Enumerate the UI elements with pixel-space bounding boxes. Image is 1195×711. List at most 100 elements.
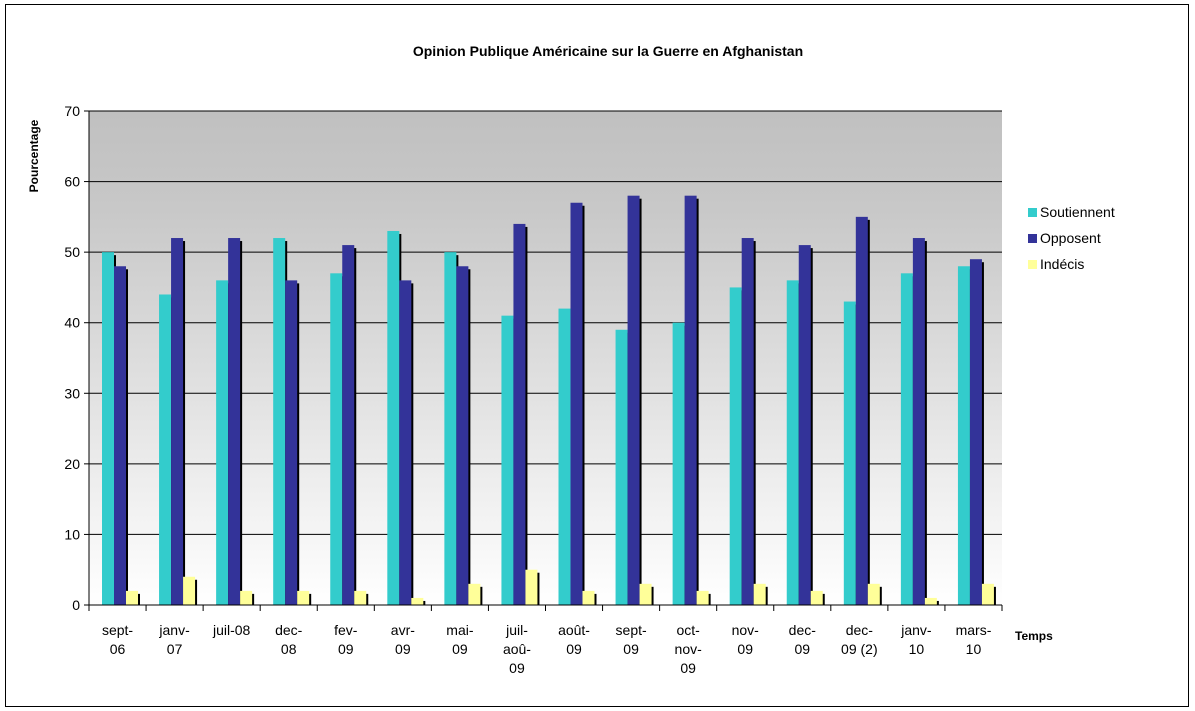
bar-indécis	[753, 583, 766, 605]
bar-indécis	[981, 583, 994, 605]
bar-soutiennent	[444, 252, 457, 605]
y-tick-label: 0	[72, 597, 80, 613]
bar-opposent	[912, 238, 925, 605]
bar-shadow	[809, 248, 813, 606]
bar-shadow	[638, 198, 642, 605]
bar-shadow	[866, 219, 870, 605]
x-tick-label: dec-	[846, 622, 874, 638]
bar-shadow	[251, 593, 255, 605]
bar-opposent	[570, 202, 583, 605]
x-tick-label: 09	[680, 660, 696, 676]
bar-indécis	[696, 590, 709, 605]
bar-indécis	[468, 583, 481, 605]
x-tick-label: sept-	[102, 622, 133, 638]
x-tick-label: janv-	[158, 622, 190, 638]
bar-opposent	[855, 216, 868, 605]
bar-shadow	[194, 579, 198, 605]
bar-shadow	[650, 586, 654, 605]
bar-shadow	[239, 241, 243, 605]
bar-soutiennent	[216, 280, 229, 605]
bar-shadow	[422, 600, 426, 605]
x-tick-label: oct-	[676, 622, 700, 638]
x-tick-label: mai-	[446, 622, 474, 638]
y-tick-label: 50	[64, 244, 80, 260]
bar-shadow	[296, 283, 300, 605]
x-tick-label: fev-	[334, 622, 358, 638]
legend-swatch	[1028, 208, 1037, 217]
x-tick-label: avr-	[391, 622, 415, 638]
bar-shadow	[410, 283, 414, 605]
bar-shadow	[536, 572, 540, 605]
bar-opposent	[228, 238, 241, 605]
bar-indécis	[810, 590, 823, 605]
bar-indécis	[924, 597, 937, 605]
x-tick-label: 10	[909, 641, 925, 657]
bar-indécis	[297, 590, 310, 605]
bar-opposent	[741, 238, 754, 605]
bar-soutiennent	[330, 273, 343, 605]
bar-opposent	[684, 195, 697, 605]
bar-shadow	[992, 586, 996, 605]
x-tick-label: 09	[794, 641, 810, 657]
bar-shadow	[365, 593, 369, 605]
bar-soutiennent	[102, 252, 114, 605]
chart-frame: Opinion Publique Américaine sur la Guerr…	[5, 4, 1189, 707]
x-tick-label: janv-	[900, 622, 932, 638]
bar-soutiennent	[387, 230, 400, 605]
bar-shadow	[524, 226, 528, 605]
bar-indécis	[354, 590, 367, 605]
bar-opposent	[171, 238, 184, 605]
bar-shadow	[182, 241, 186, 605]
bar-opposent	[627, 195, 640, 605]
bar-opposent	[342, 245, 355, 606]
x-tick-label: 09	[623, 641, 639, 657]
bar-opposent	[456, 266, 469, 605]
legend-label: Indécis	[1040, 256, 1084, 272]
bar-indécis	[867, 583, 880, 605]
x-tick-label: nov-	[675, 641, 703, 657]
x-tick-label: aoû-	[503, 641, 531, 657]
x-tick-label: 09	[737, 641, 753, 657]
y-tick-label: 10	[64, 526, 80, 542]
bar-shadow	[923, 241, 927, 605]
bar-indécis	[183, 576, 196, 605]
y-tick-label: 60	[64, 174, 80, 190]
bar-opposent	[513, 223, 526, 605]
bar-shadow	[308, 593, 312, 605]
y-tick-label: 20	[64, 456, 80, 472]
bar-opposent	[969, 259, 982, 605]
bar-shadow	[137, 593, 140, 605]
bar-soutiennent	[957, 266, 970, 605]
bar-shadow	[353, 248, 357, 606]
bar-opposent	[285, 280, 298, 605]
x-tick-label: 09	[566, 641, 582, 657]
x-tick-label: 09	[509, 660, 525, 676]
bar-shadow	[467, 269, 471, 605]
x-tick-label: mars-	[956, 622, 992, 638]
bar-shadow	[581, 205, 585, 605]
x-tick-label: juil-	[505, 622, 528, 638]
legend-label: Soutiennent	[1040, 204, 1115, 220]
bar-shadow	[764, 586, 768, 605]
bar-shadow	[980, 262, 984, 605]
bar-shadow	[593, 593, 597, 605]
bar-opposent	[114, 266, 126, 605]
bar-soutiennent	[273, 238, 286, 605]
bar-shadow	[125, 269, 128, 605]
x-tick-label: 09	[452, 641, 468, 657]
x-tick-label: dec-	[275, 622, 303, 638]
bar-indécis	[582, 590, 595, 605]
x-tick-label: 08	[281, 641, 297, 657]
legend-swatch	[1028, 234, 1037, 243]
bar-soutiennent	[900, 273, 913, 605]
bar-soutiennent	[501, 315, 514, 605]
bar-shadow	[752, 241, 756, 605]
bar-soutiennent	[558, 308, 571, 605]
y-tick-label: 70	[64, 103, 80, 119]
chart-title: Opinion Publique Américaine sur la Guerr…	[413, 43, 803, 59]
x-tick-label: 10	[966, 641, 982, 657]
bar-indécis	[525, 569, 538, 605]
x-tick-label: 06	[110, 641, 126, 657]
x-tick-label: dec-	[789, 622, 817, 638]
y-axis-label: Pourcentage	[27, 119, 41, 192]
